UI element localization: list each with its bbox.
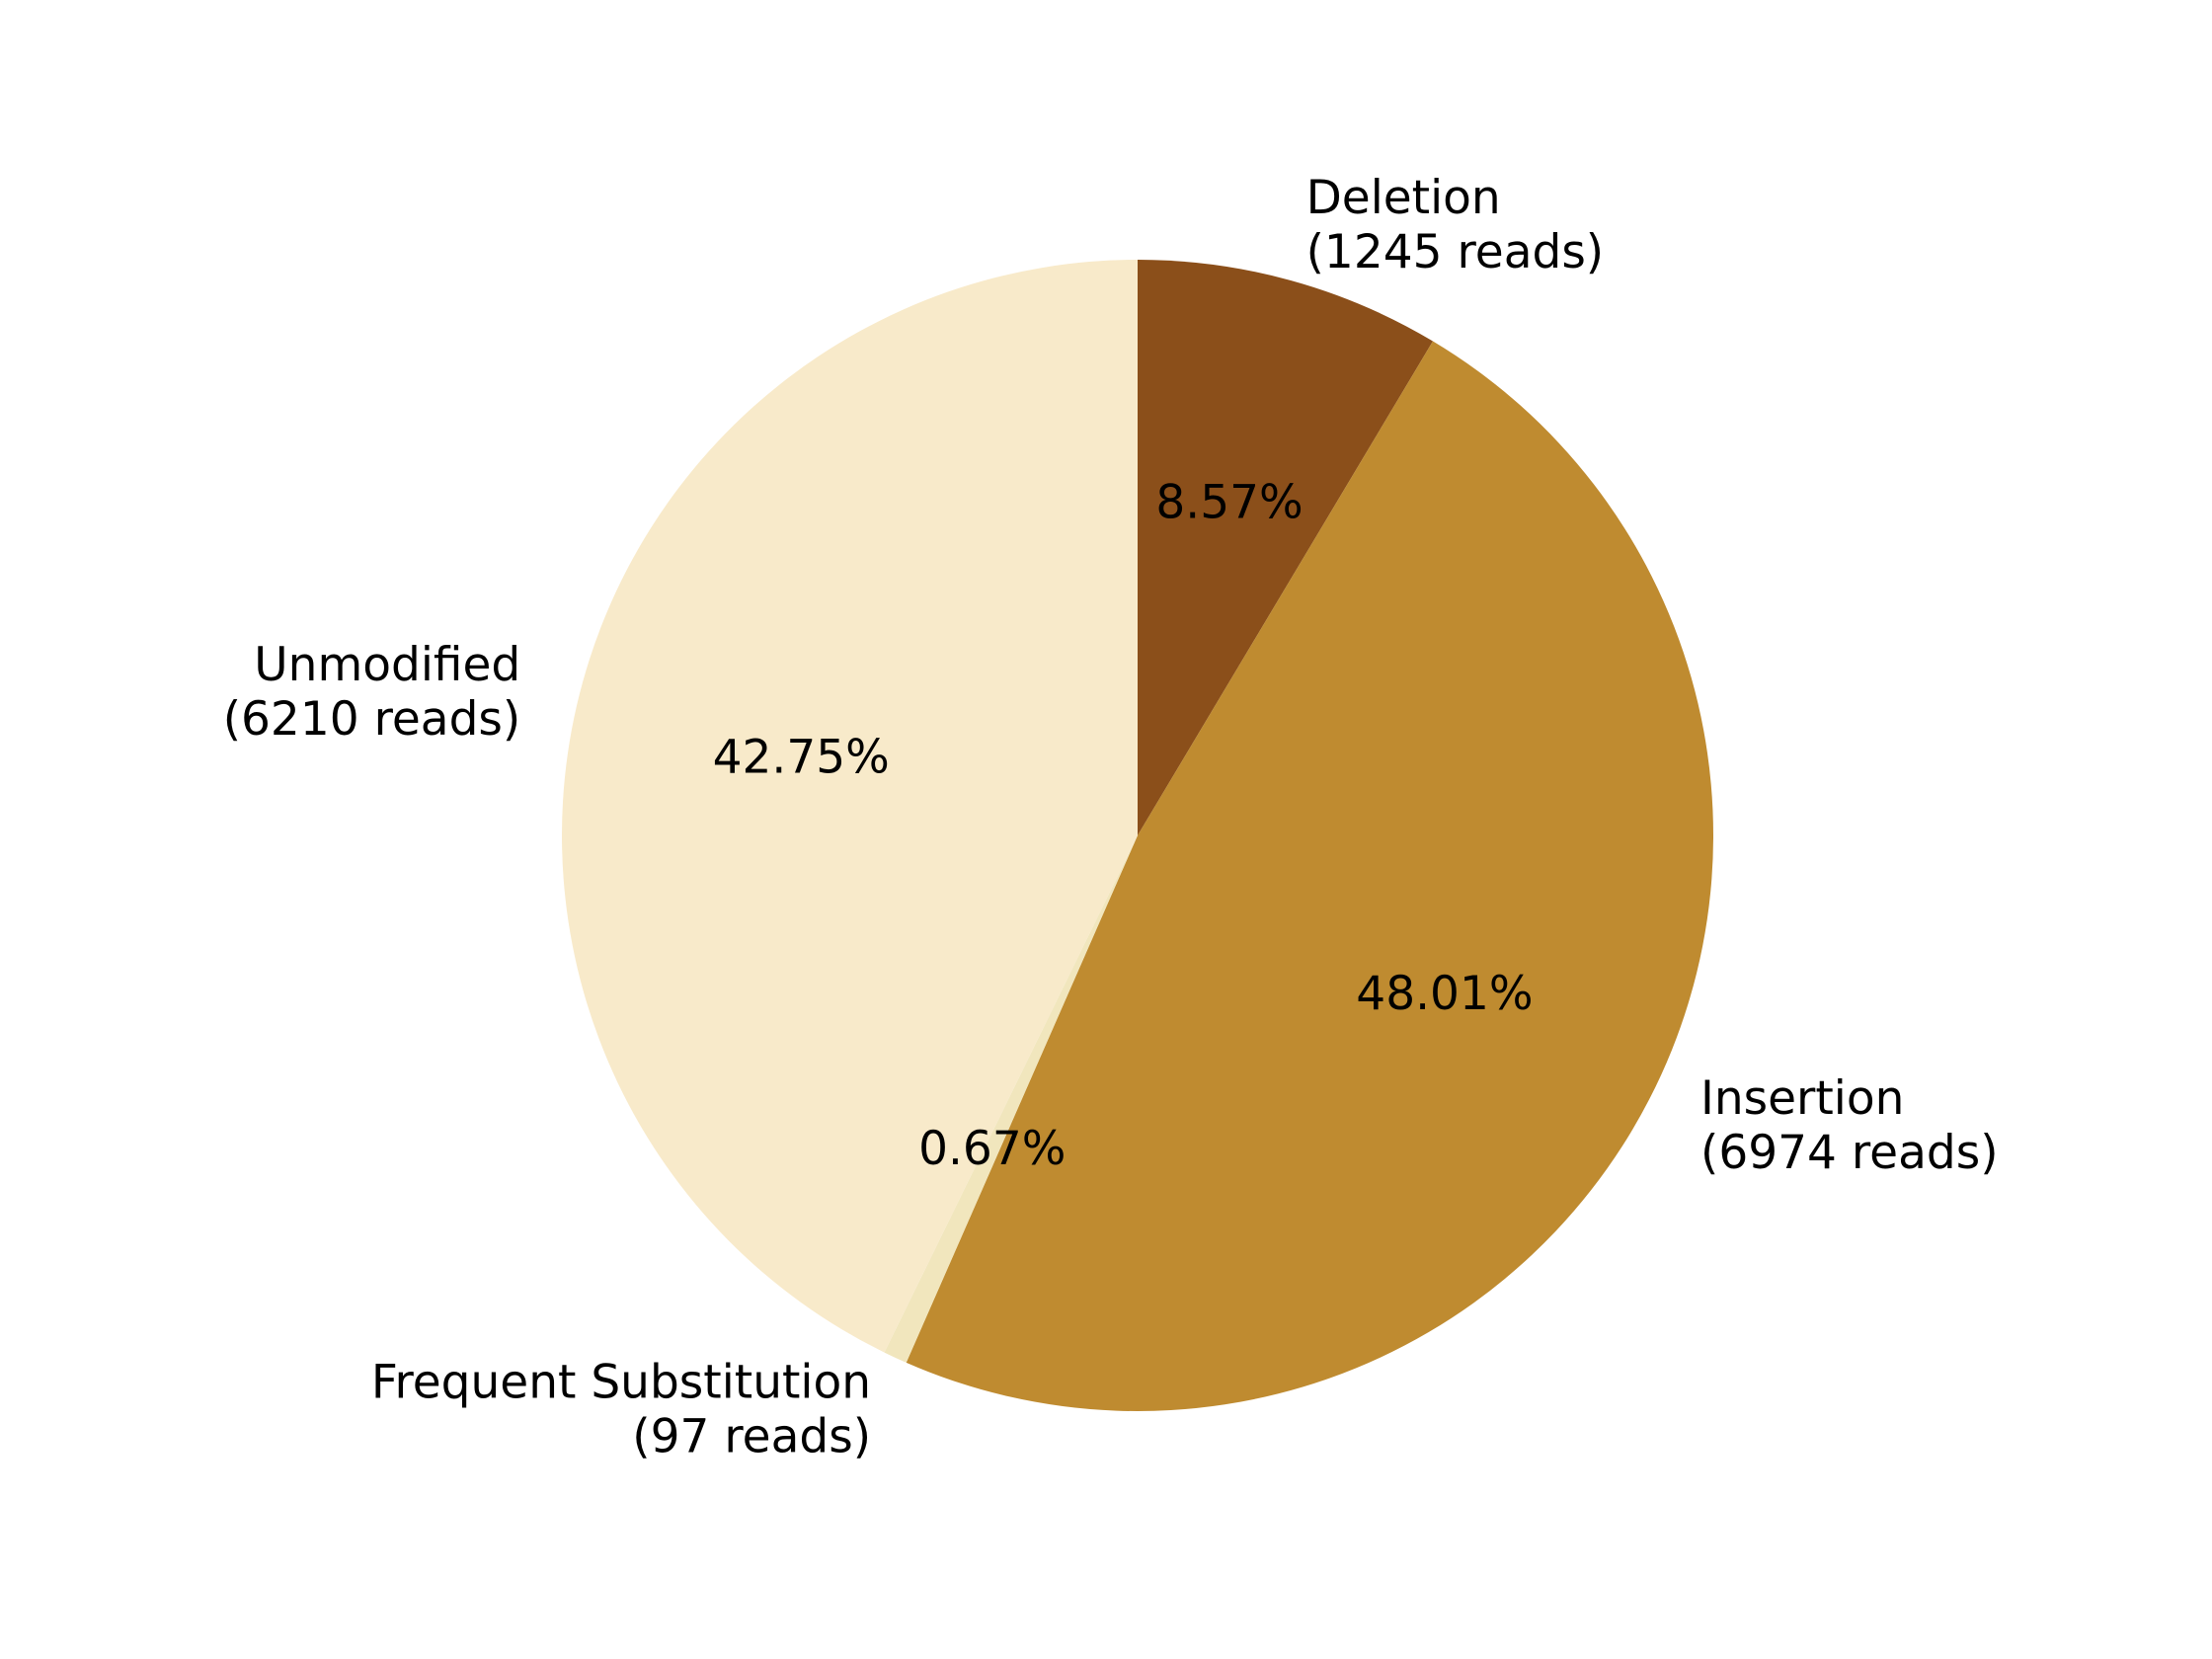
- reads-label-insertion: (6974 reads): [1700, 1126, 1999, 1180]
- slice-frequent-substitution: [884, 835, 1138, 1363]
- slice-insertion: [906, 341, 1714, 1412]
- category-label-frequent-substitution: Frequent Substitution: [371, 1356, 871, 1410]
- category-label-unmodified: Unmodified: [254, 638, 520, 692]
- percent-label-deletion: 8.57%: [1155, 475, 1303, 529]
- slice-deletion: [1138, 260, 1434, 835]
- percent-label-unmodified: 42.75%: [713, 731, 890, 785]
- pie-slices: [561, 259, 1714, 1412]
- category-label-insertion: Insertion: [1700, 1071, 1904, 1126]
- pie-labels: 8.57% Deletion(1245 reads) 48.01% Insertion…: [223, 171, 1999, 1464]
- percent-label-insertion: 48.01%: [1356, 967, 1533, 1021]
- category-label-deletion: Deletion: [1306, 171, 1501, 225]
- percent-label-frequent-substitution: 0.67%: [918, 1122, 1066, 1176]
- reads-label-unmodified: (6210 reads): [223, 692, 521, 747]
- slice-unmodified: [561, 259, 1138, 1353]
- reads-label-deletion: (1245 reads): [1306, 225, 1605, 279]
- reads-label-frequent-substitution: (97 reads): [632, 1410, 871, 1464]
